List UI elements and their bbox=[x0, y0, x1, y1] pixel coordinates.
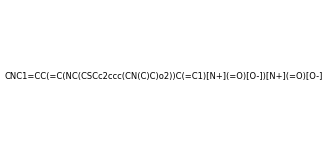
Text: CNC1=CC(=C(NC(CSCc2ccc(CN(C)C)o2))C(=C1)[N+](=O)[O-])[N+](=O)[O-]: CNC1=CC(=C(NC(CSCc2ccc(CN(C)C)o2))C(=C1)… bbox=[5, 71, 323, 81]
